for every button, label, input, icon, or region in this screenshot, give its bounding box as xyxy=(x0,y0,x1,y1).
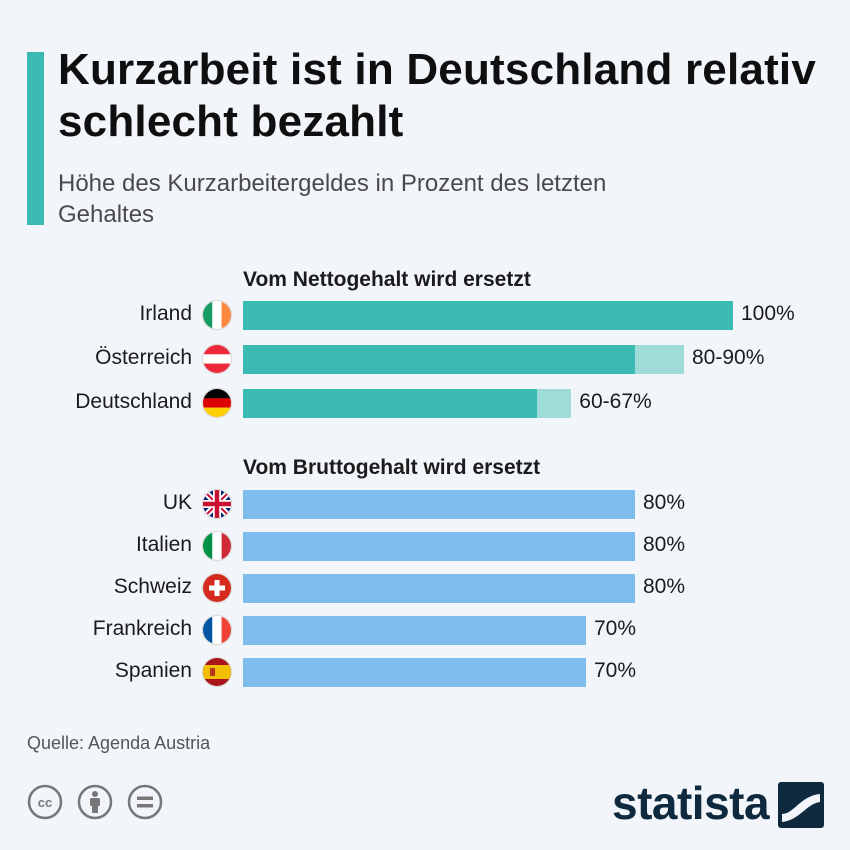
bar-spanien xyxy=(243,658,586,687)
uk-flag-icon xyxy=(201,488,233,520)
ireland-flag-icon xyxy=(201,299,233,331)
bar-sterreich xyxy=(243,345,635,374)
switzerland-flag-icon xyxy=(201,572,233,604)
france-flag-icon xyxy=(201,614,233,646)
attribution-icon xyxy=(77,784,113,820)
chart-subtitle: Höhe des Kurzarbeitergeldes in Prozent d… xyxy=(58,170,607,228)
italy-flag-icon xyxy=(201,530,233,562)
no-derivatives-icon xyxy=(127,784,163,820)
country-label-sterreich: Österreich xyxy=(95,346,192,369)
country-label-irland: Irland xyxy=(139,302,192,325)
spain-flag-icon xyxy=(201,656,233,688)
bar-uk xyxy=(243,490,635,519)
germany-flag-icon xyxy=(201,387,233,419)
section-label-netto: Vom Nettogehalt wird ersetzt xyxy=(243,268,531,291)
bar-italien xyxy=(243,532,635,561)
bar-range-sterreich xyxy=(635,345,684,374)
country-label-italien: Italien xyxy=(135,533,192,556)
country-label-spanien: Spanien xyxy=(114,659,192,682)
value-label-deutschland: 60-67% xyxy=(579,390,652,413)
chart-title: Kurzarbeit ist in Deutschland relativ sc… xyxy=(58,45,817,146)
bar-irland xyxy=(243,301,733,330)
country-label-frankreich: Frankreich xyxy=(92,617,192,640)
value-label-schweiz: 80% xyxy=(643,575,686,598)
value-label-frankreich: 70% xyxy=(594,617,637,640)
statista-wordmark: statista xyxy=(612,777,770,829)
austria-flag-icon xyxy=(201,343,233,375)
country-label-schweiz: Schweiz xyxy=(113,575,192,598)
bar-frankreich xyxy=(243,616,586,645)
bar-deutschland xyxy=(243,389,537,418)
statista-logo-icon xyxy=(778,782,824,828)
value-label-spanien: 70% xyxy=(594,659,637,682)
bar-range-deutschland xyxy=(537,389,572,418)
value-label-irland: 100% xyxy=(741,302,795,325)
svg-text:cc: cc xyxy=(38,795,52,810)
value-label-italien: 80% xyxy=(643,533,686,556)
title-accent-bar xyxy=(27,52,44,225)
section-label-brutto: Vom Bruttogehalt wird ersetzt xyxy=(243,456,541,479)
cc-license-icon: cc xyxy=(27,784,63,820)
source-note: Quelle: Agenda Austria xyxy=(27,733,211,753)
country-label-uk: UK xyxy=(162,491,192,514)
bar-schweiz xyxy=(243,574,635,603)
value-label-sterreich: 80-90% xyxy=(692,346,765,369)
country-label-deutschland: Deutschland xyxy=(75,390,192,413)
value-label-uk: 80% xyxy=(643,491,686,514)
